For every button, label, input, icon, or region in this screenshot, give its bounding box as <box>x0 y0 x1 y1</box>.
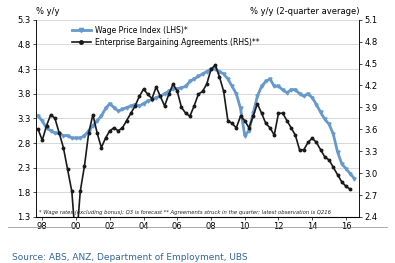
Text: % y/y (2-quarter average): % y/y (2-quarter average) <box>250 7 359 16</box>
Legend: Wage Price Index (LHS)*, Enterprise Bargaining Agreements (RHS)**: Wage Price Index (LHS)*, Enterprise Barg… <box>72 26 259 47</box>
Text: % y/y: % y/y <box>36 7 59 16</box>
Text: Source: ABS, ANZ, Department of Employment, UBS: Source: ABS, ANZ, Department of Employme… <box>12 253 248 262</box>
Text: * Wage rates (excluding bonus); Q3 is forecast ** Agreements struck in the quart: * Wage rates (excluding bonus); Q3 is fo… <box>39 210 331 215</box>
